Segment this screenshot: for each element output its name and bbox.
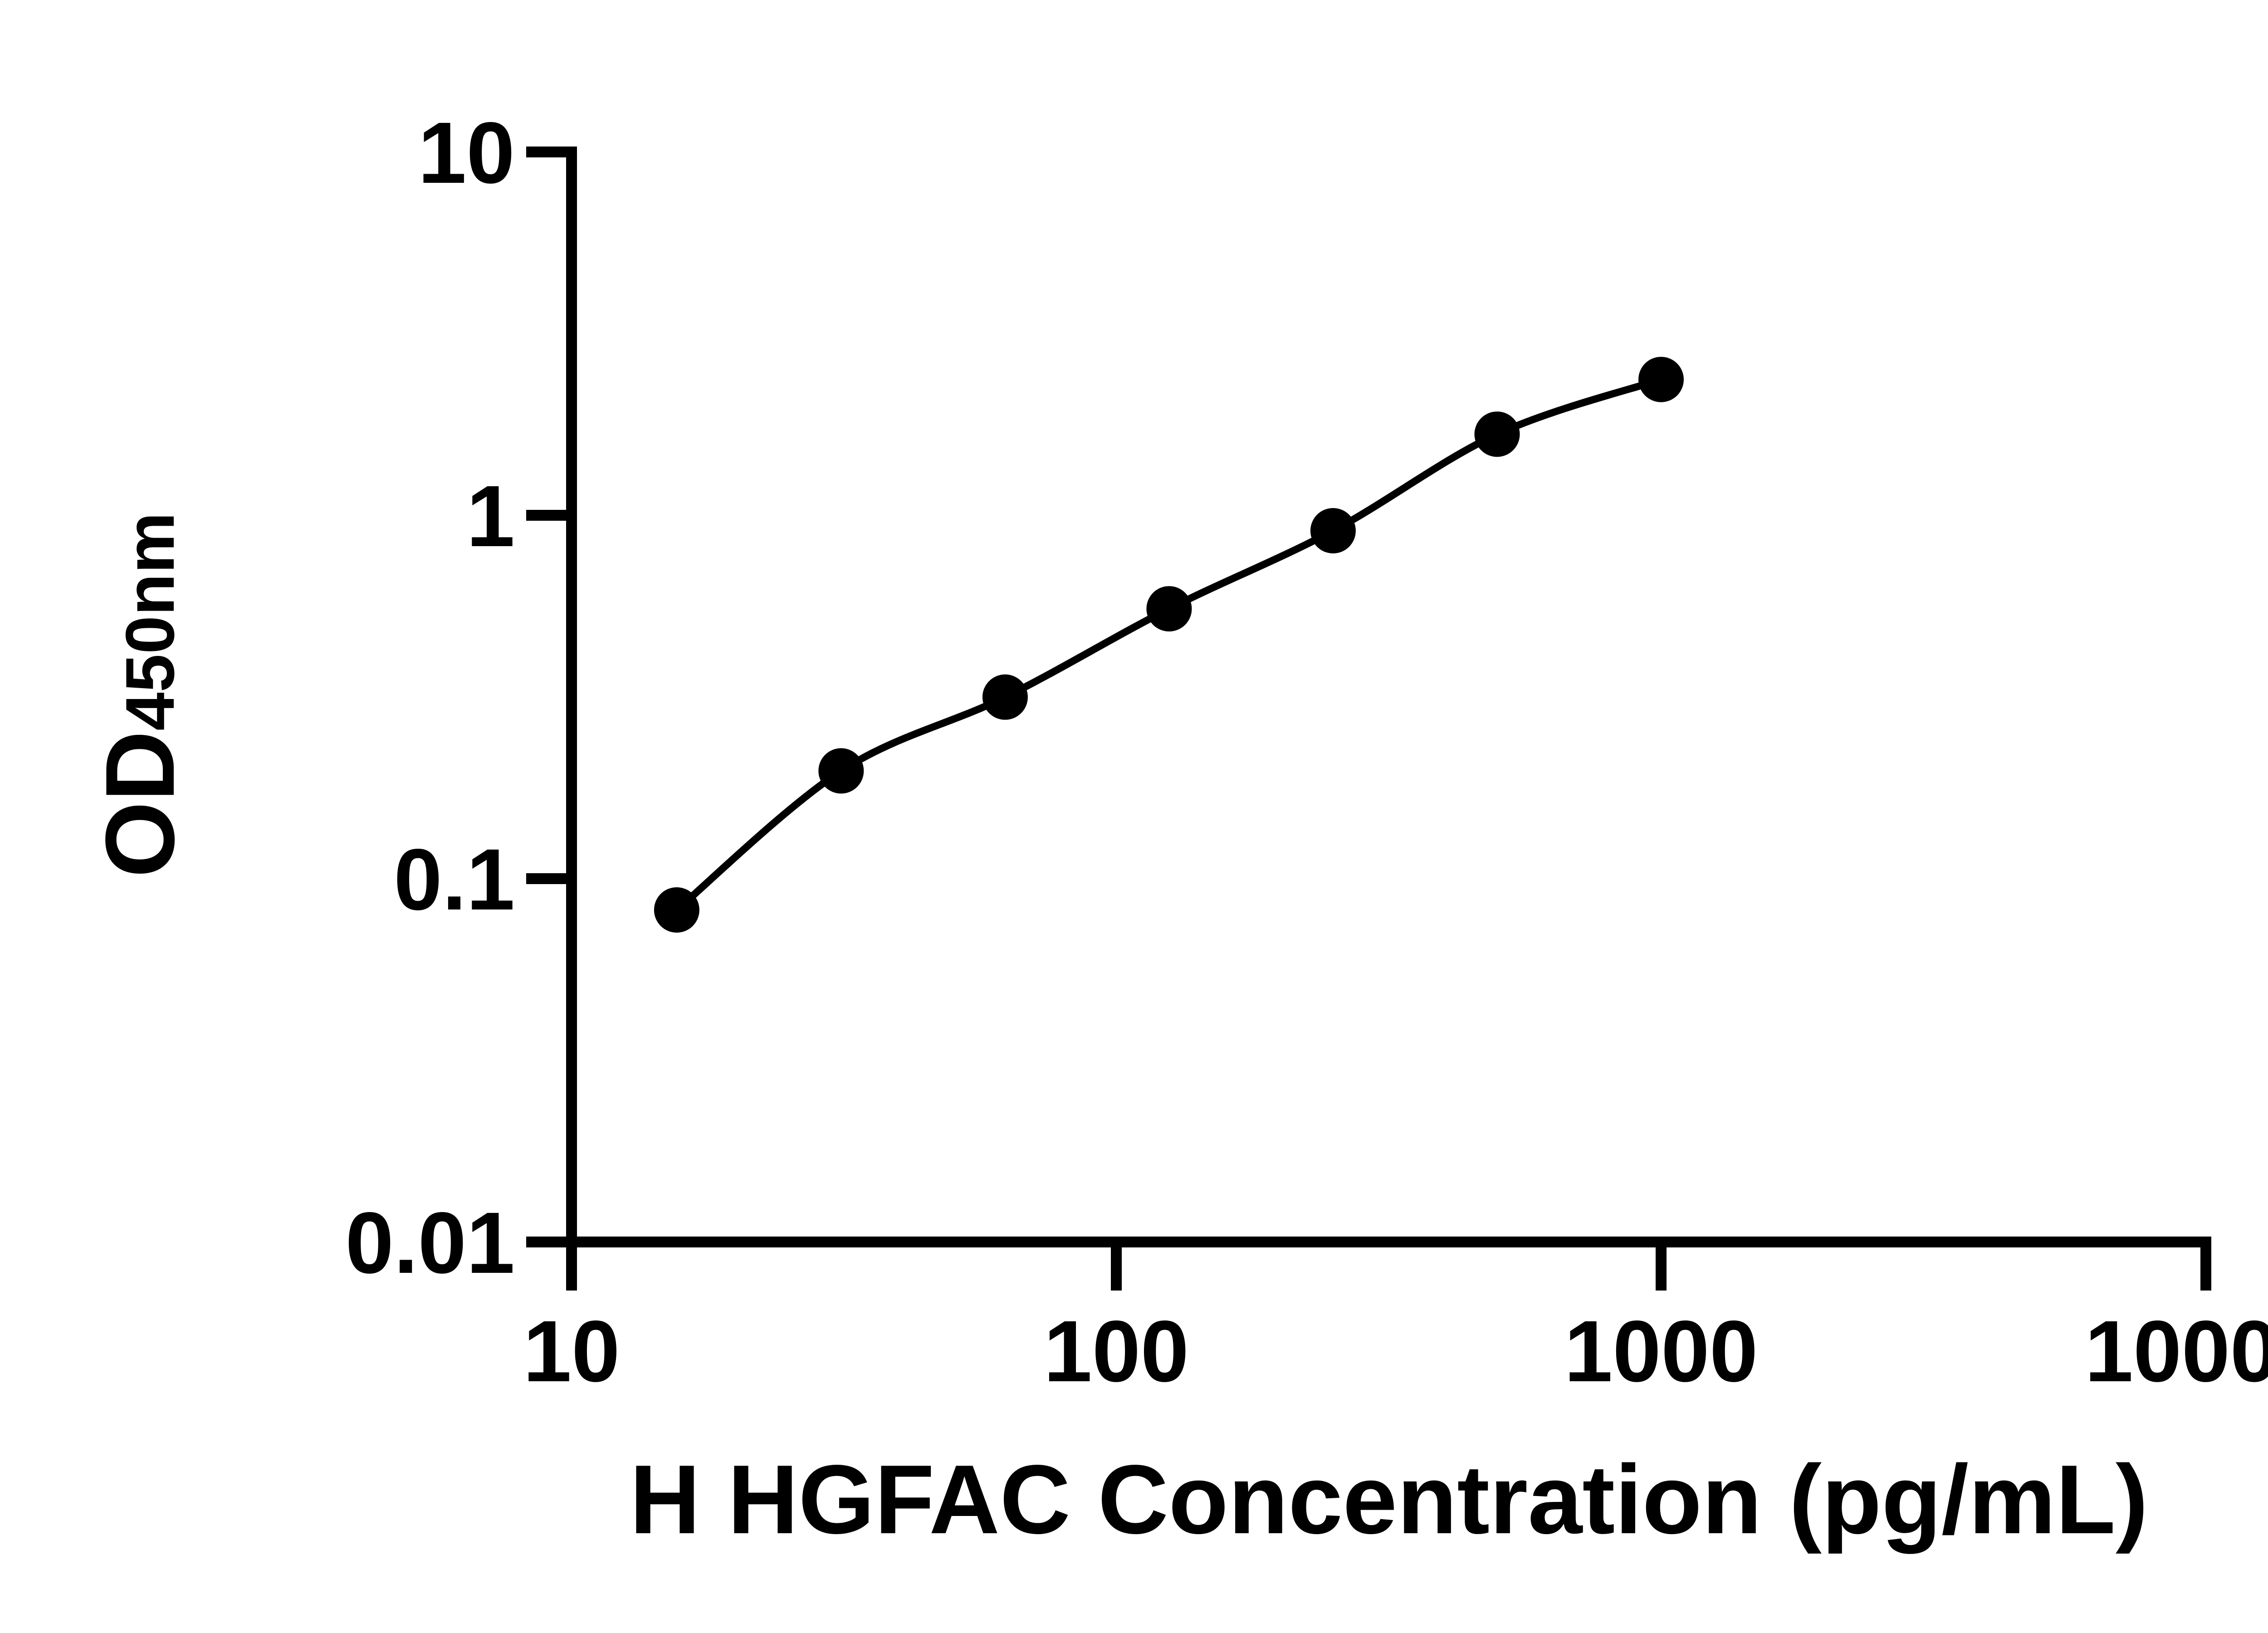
x-tick bbox=[1111, 1247, 1122, 1291]
data-point bbox=[982, 674, 1028, 720]
x-tick-label: 10000 bbox=[2085, 1302, 2268, 1400]
x-tick bbox=[566, 1247, 577, 1291]
x-tick bbox=[1656, 1247, 1667, 1291]
y-tick-label: 1 bbox=[466, 467, 515, 565]
y-tick bbox=[526, 510, 572, 521]
x-tick-label: 1000 bbox=[1564, 1302, 1758, 1400]
y-axis-title-sub: 450nm bbox=[112, 512, 189, 731]
y-axis-title-main: OD bbox=[85, 730, 195, 878]
data-point bbox=[818, 748, 864, 794]
data-point bbox=[1310, 508, 1356, 553]
y-tick-label: 0.1 bbox=[394, 831, 515, 928]
fit-curve bbox=[674, 376, 1662, 913]
x-axis-title: H HGFAC Concentration (pg/mL) bbox=[630, 1444, 2148, 1554]
x-tick-label: 100 bbox=[1044, 1302, 1189, 1400]
x-axis-line bbox=[566, 1237, 2211, 1247]
data-point bbox=[1638, 357, 1684, 402]
y-axis-title: OD450nm bbox=[85, 512, 195, 878]
y-tick bbox=[526, 873, 572, 884]
y-axis-line bbox=[566, 147, 577, 1247]
y-tick-label: 0.01 bbox=[345, 1194, 515, 1291]
data-point bbox=[1146, 586, 1192, 632]
x-tick bbox=[2200, 1247, 2211, 1291]
data-point bbox=[1474, 411, 1520, 457]
y-tick bbox=[526, 1237, 572, 1247]
y-tick-label: 10 bbox=[418, 104, 515, 201]
data-point bbox=[654, 887, 699, 933]
y-tick bbox=[526, 147, 572, 157]
x-tick-label: 10 bbox=[523, 1302, 620, 1400]
